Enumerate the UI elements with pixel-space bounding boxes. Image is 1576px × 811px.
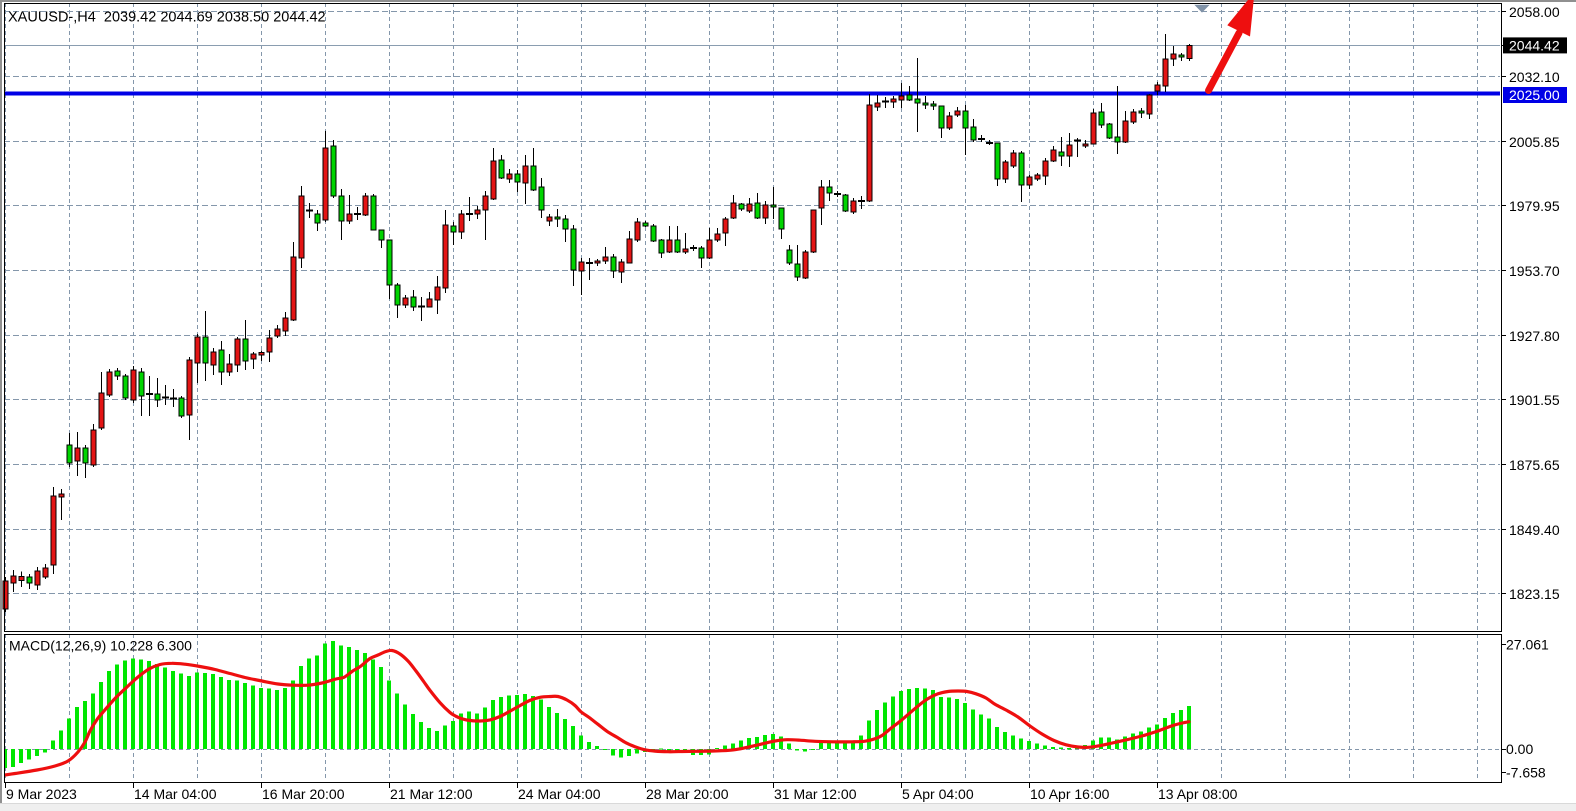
svg-text:10 Apr 16:00: 10 Apr 16:00: [1030, 786, 1110, 802]
svg-text:1901.55: 1901.55: [1509, 392, 1560, 408]
svg-text:21 Mar 12:00: 21 Mar 12:00: [390, 786, 473, 802]
svg-text:1849.40: 1849.40: [1509, 522, 1560, 538]
svg-text:14 Mar 04:00: 14 Mar 04:00: [134, 786, 217, 802]
svg-text:XAUUSD-,H4 2039.42 2044.69 20: XAUUSD-,H4 2039.42 2044.69 2038.50 2044.…: [8, 10, 326, 26]
svg-text:2032.10: 2032.10: [1509, 69, 1560, 85]
svg-text:0.00: 0.00: [1506, 741, 1533, 757]
svg-text:5 Apr 04:00: 5 Apr 04:00: [902, 786, 974, 802]
svg-text:16 Mar 20:00: 16 Mar 20:00: [262, 786, 345, 802]
svg-text:13 Apr 08:00: 13 Apr 08:00: [1158, 786, 1238, 802]
svg-text:2025.00: 2025.00: [1509, 87, 1560, 103]
svg-text:1979.95: 1979.95: [1509, 198, 1560, 214]
svg-text:1953.70: 1953.70: [1509, 263, 1560, 279]
svg-text:1875.65: 1875.65: [1509, 457, 1560, 473]
svg-text:9 Mar 2023: 9 Mar 2023: [6, 786, 77, 802]
svg-text:1927.80: 1927.80: [1509, 328, 1560, 344]
svg-text:2058.00: 2058.00: [1509, 4, 1560, 20]
svg-text:24 Mar 04:00: 24 Mar 04:00: [518, 786, 601, 802]
svg-text:-7.658: -7.658: [1506, 765, 1546, 781]
svg-text:27.061: 27.061: [1506, 636, 1549, 652]
svg-text:2005.85: 2005.85: [1509, 134, 1560, 150]
svg-text:1823.15: 1823.15: [1509, 586, 1560, 602]
svg-text:31 Mar 12:00: 31 Mar 12:00: [774, 786, 857, 802]
svg-text:2044.42: 2044.42: [1509, 38, 1560, 54]
svg-text:MACD(12,26,9) 10.228 6.300: MACD(12,26,9) 10.228 6.300: [9, 638, 192, 654]
svg-text:28 Mar 20:00: 28 Mar 20:00: [646, 786, 729, 802]
